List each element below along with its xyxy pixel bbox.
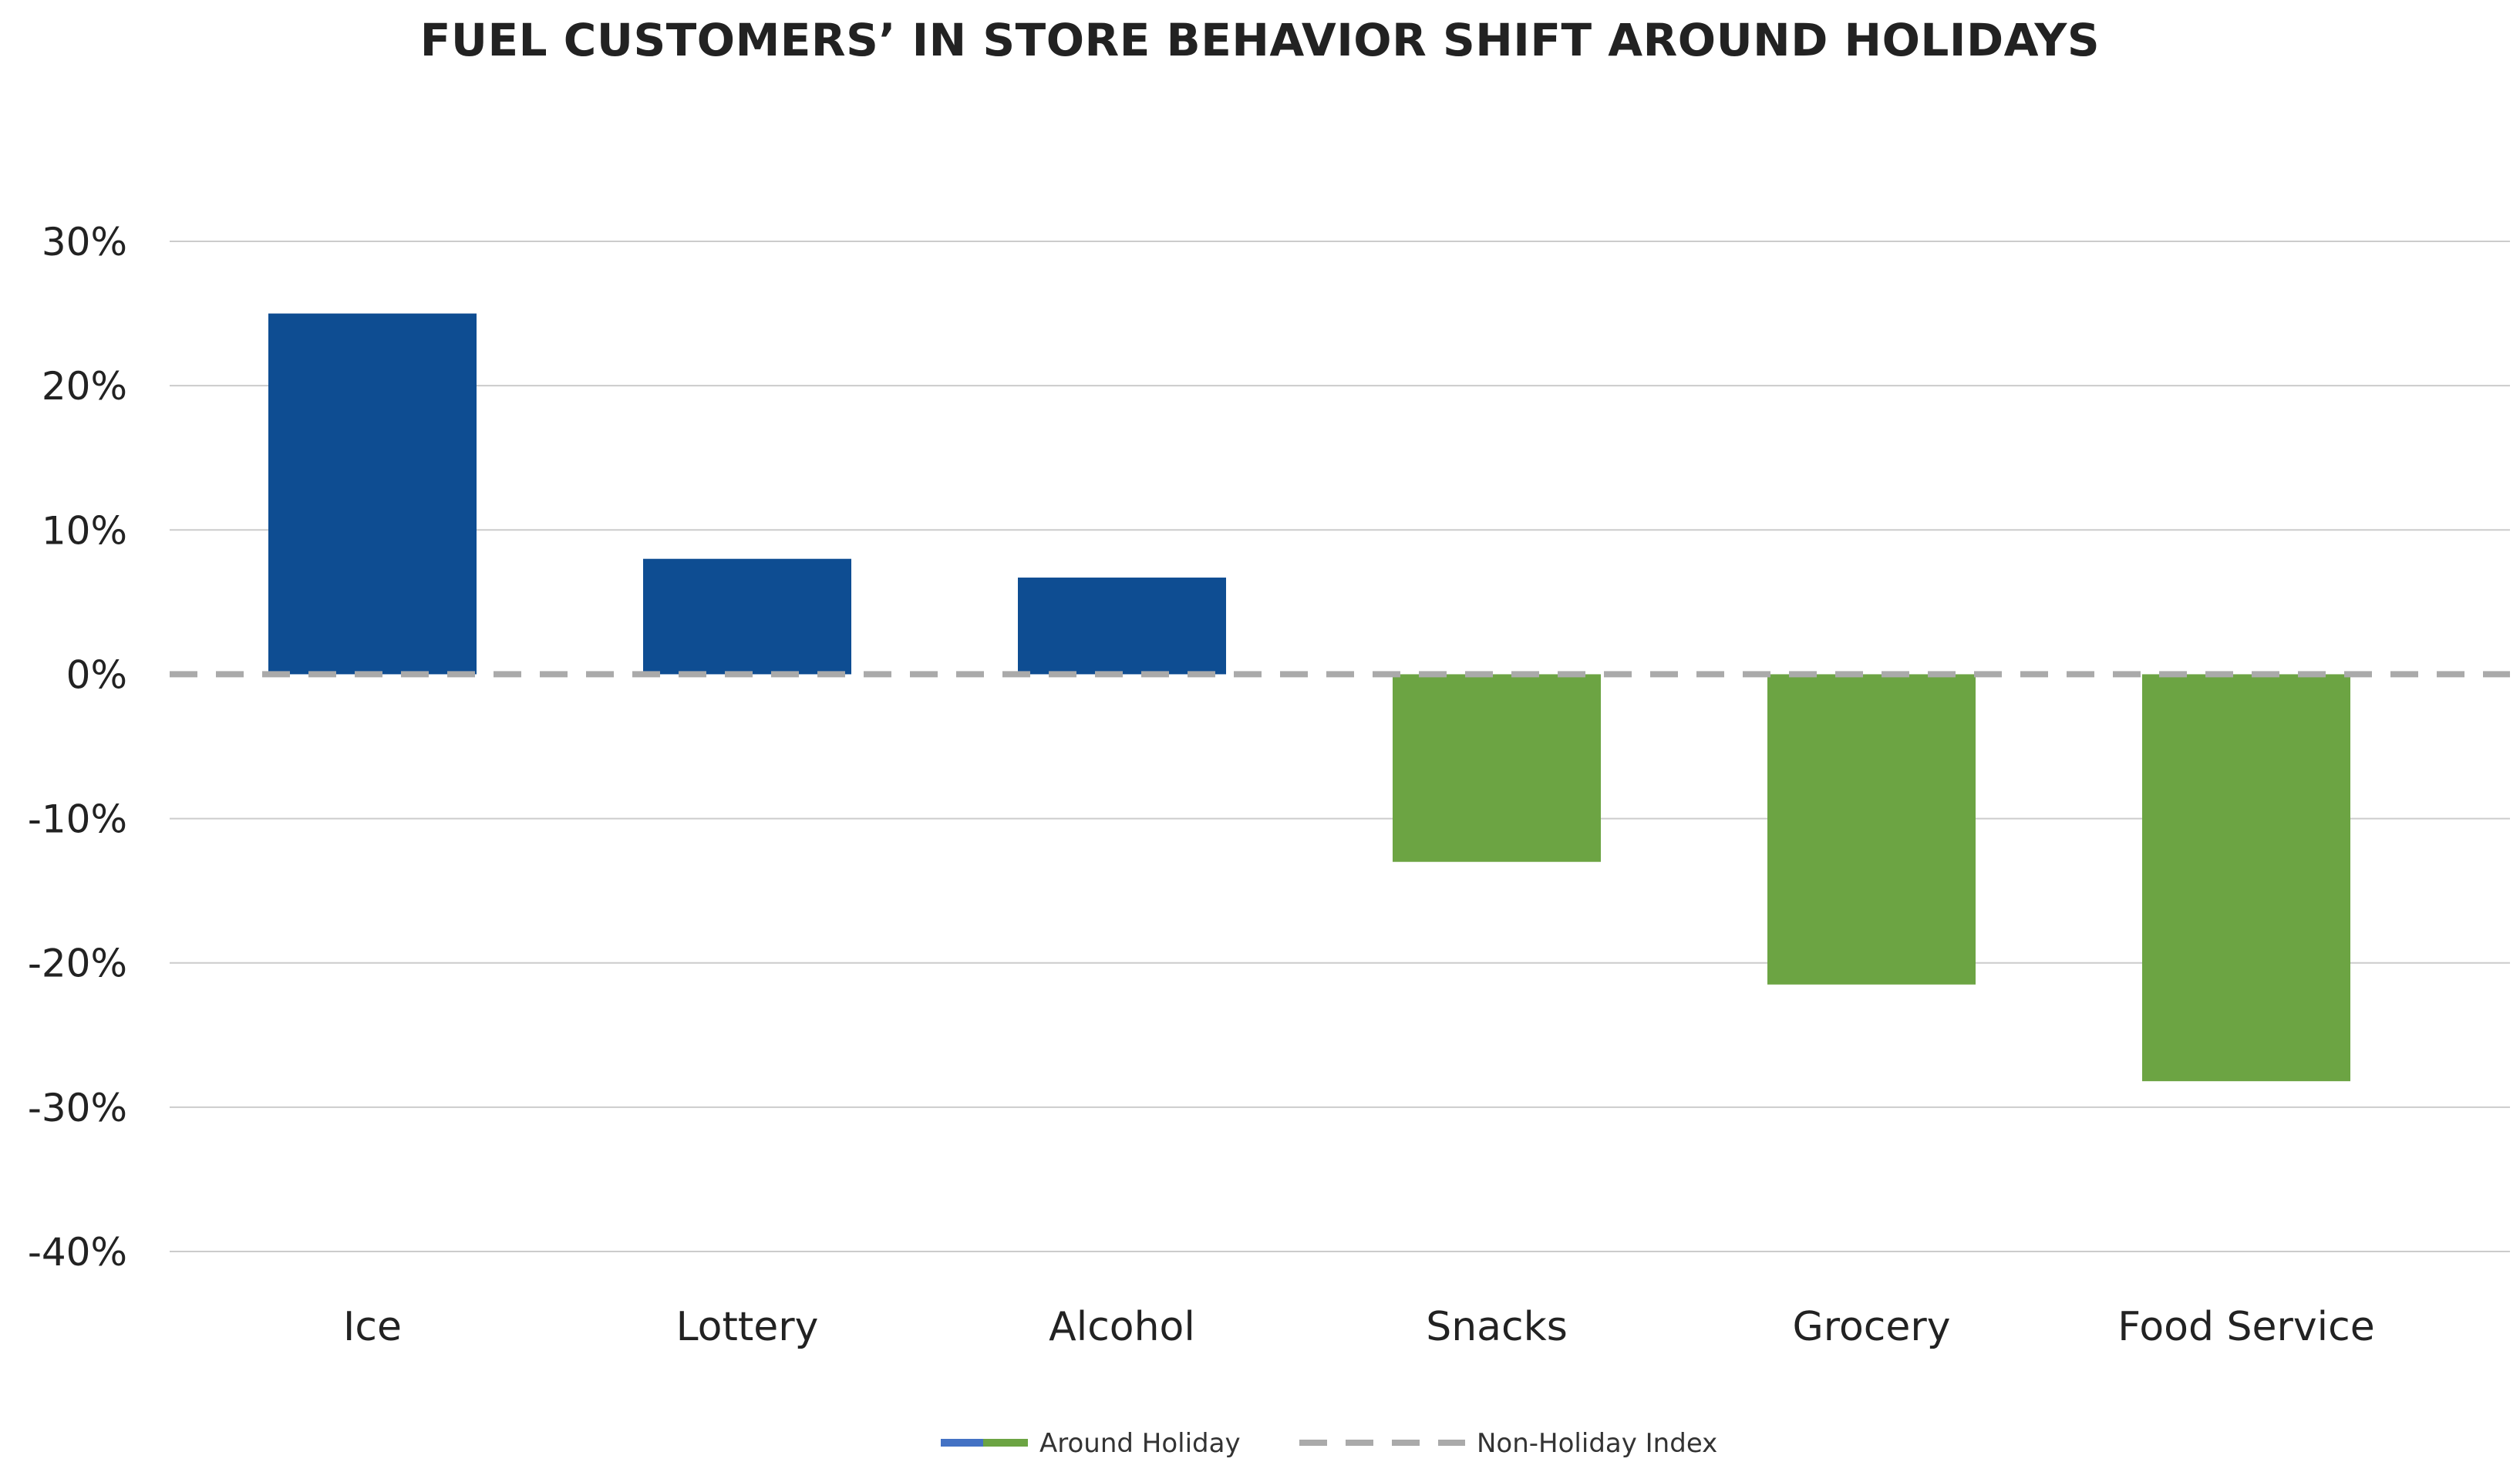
x-axis-categories: Ice Lottery Alcohol Snacks Grocery Food Servi… <box>343 1304 2375 1350</box>
bar-ice <box>268 313 477 675</box>
y-tick-label: 10% <box>42 508 127 553</box>
y-tick-label: -10% <box>28 797 127 842</box>
bars <box>268 313 2350 1082</box>
bar-food-service <box>2142 674 2350 1082</box>
legend-label-non-holiday-index: Non-Holiday Index <box>1477 1428 1717 1459</box>
legend: Around Holiday Non-Holiday Index <box>941 1428 1717 1459</box>
gridlines <box>170 241 2510 1252</box>
bar-grocery <box>1767 674 1976 985</box>
bar-lottery <box>643 558 851 675</box>
x-tick-label: Snacks <box>1426 1304 1568 1350</box>
bar-alcohol <box>1018 578 1226 675</box>
y-tick-label: 0% <box>66 652 127 697</box>
x-tick-label: Alcohol <box>1049 1304 1195 1350</box>
y-tick-label: 30% <box>42 220 127 264</box>
y-axis-ticks: 30% 20% 10% 0% -10% -20% -30% -40% <box>28 220 127 1275</box>
x-tick-label: Food Service <box>2117 1304 2374 1350</box>
x-tick-label: Ice <box>343 1304 402 1350</box>
y-tick-label: -40% <box>28 1230 127 1275</box>
y-tick-label: 20% <box>42 364 127 409</box>
y-tick-label: -20% <box>28 942 127 986</box>
chart-title: FUEL CUSTOMERS’ IN STORE BEHAVIOR SHIFT … <box>419 14 2101 66</box>
x-tick-label: Grocery <box>1792 1304 1950 1350</box>
bar-snacks <box>1393 674 1601 862</box>
legend-label-around-holiday: Around Holiday <box>1039 1428 1241 1459</box>
x-tick-label: Lottery <box>676 1304 819 1350</box>
y-tick-label: -30% <box>28 1086 127 1130</box>
